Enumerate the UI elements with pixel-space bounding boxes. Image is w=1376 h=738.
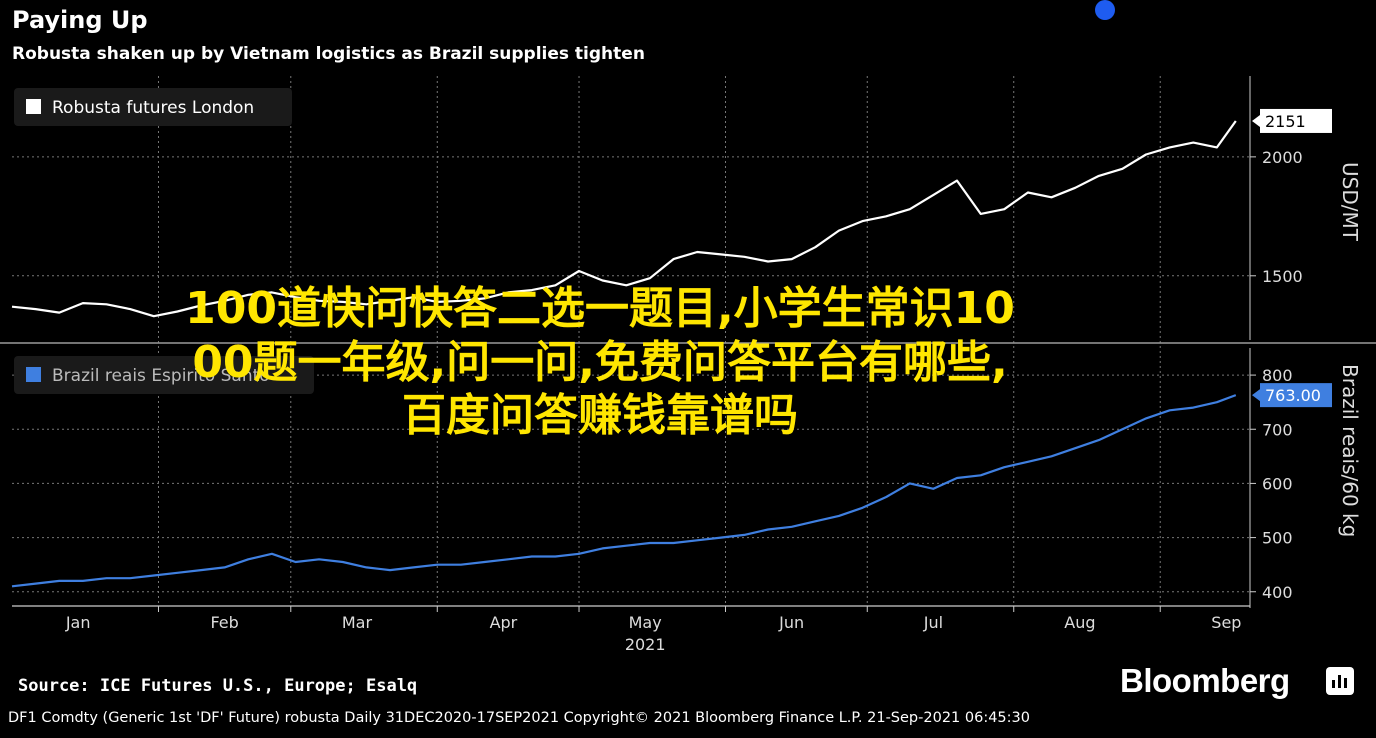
legend-label: Robusta futures London: [52, 98, 254, 118]
legend-swatch: [26, 99, 41, 114]
last-value-badge: [1260, 383, 1332, 408]
x-tick-label: Mar: [342, 613, 373, 632]
y-tick-label: 1500: [1262, 267, 1303, 286]
y-axis-label: Brazil reais/60 kg: [1338, 364, 1362, 537]
footer-info: DF1 Comdty (Generic 1st 'DF' Future) rob…: [8, 710, 1030, 726]
x-tick-label: Jan: [65, 613, 91, 632]
y-tick-label: 2000: [1262, 148, 1303, 167]
blue-dot-icon: [1095, 0, 1115, 20]
bloomberg-chart-icon: [1326, 667, 1354, 695]
last-value-label: 2151: [1265, 112, 1306, 131]
x-tick-label: Aug: [1064, 613, 1095, 632]
x-tick-label: May: [629, 613, 662, 632]
y-tick-label: 700: [1262, 420, 1293, 439]
legend-label: Brazil reais Espirito Santo: [52, 366, 270, 386]
y-tick-label: 800: [1262, 366, 1293, 385]
overlay-line-1: 100道快问快答二选一题目,小学生常识10: [185, 283, 1015, 334]
chart-subtitle: Robusta shaken up by Vietnam logistics a…: [12, 44, 645, 64]
series-line: [11, 120, 1237, 318]
legend-box: [14, 356, 314, 394]
y-tick-label: 500: [1262, 529, 1293, 548]
x-tick-label: Feb: [210, 613, 238, 632]
overlay-text: 100道快问快答二选一题目,小学生常识10 00题一年级,问一问,免费问答平台有…: [20, 282, 1180, 443]
x-tick-label: Apr: [490, 613, 518, 632]
legend-swatch: [26, 367, 41, 382]
y-axis-label: USD/MT: [1338, 162, 1362, 242]
x-tick-label: Jul: [923, 613, 943, 632]
last-value-badge: [1260, 108, 1332, 133]
y-tick-label: 600: [1262, 474, 1293, 493]
last-value-pointer: [1252, 114, 1260, 127]
chart-title: Paying Up: [12, 6, 148, 34]
brand-logo: Bloomberg: [1120, 662, 1290, 699]
y-tick-label: 400: [1262, 583, 1293, 602]
x-tick-label: Jun: [778, 613, 804, 632]
series-line: [11, 394, 1237, 588]
x-year-label: 2021: [625, 635, 666, 654]
x-tick-label: Sep: [1211, 613, 1241, 632]
legend-box: [14, 88, 292, 126]
last-value-label: 763.00: [1265, 386, 1321, 405]
overlay-line-2: 00题一年级,问一问,免费问答平台有哪些,: [192, 336, 1008, 388]
source-note: Source: ICE Futures U.S., Europe; Esalq: [18, 676, 418, 696]
overlay-line-3: 百度问答赚钱靠谱吗: [402, 390, 798, 442]
last-value-pointer: [1252, 389, 1260, 402]
